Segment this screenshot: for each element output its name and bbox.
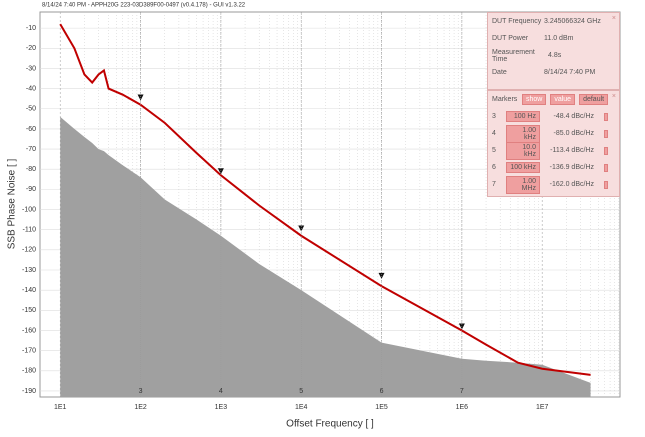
- y-tick-label: -110: [23, 227, 37, 234]
- info-value: 4.8s: [548, 52, 562, 59]
- markers-title: Markers: [492, 96, 518, 103]
- marker-triangle: [378, 272, 385, 279]
- noise-floor-area: [60, 116, 591, 397]
- markers-header: Markers show value default: [488, 91, 619, 108]
- y-tick-label: -190: [22, 388, 36, 395]
- x-tick-label: 1E6: [456, 404, 469, 411]
- x-tick-label: 1E4: [295, 404, 308, 411]
- x-axis-label: Offset Frequency [ ]: [286, 419, 374, 430]
- marker-value: -162.0 dBc/Hz: [549, 181, 594, 188]
- y-tick-label: -140: [22, 287, 36, 294]
- marker-row: 3 100 Hz -48.4 dBc/Hz: [488, 108, 619, 125]
- y-tick-label: -30: [26, 65, 36, 72]
- y-tick-label: -90: [26, 186, 36, 193]
- marker-value: -136.9 dBc/Hz: [549, 164, 594, 171]
- marker-frequency: 100 kHz: [506, 162, 540, 173]
- info-key: DUT Power: [492, 35, 529, 42]
- marker-value: -48.4 dBc/Hz: [553, 113, 594, 120]
- info-value: 3.245066324 GHz: [544, 18, 601, 25]
- marker-toggle: [604, 146, 608, 155]
- info-key: Measurement Time: [492, 48, 535, 63]
- marker-frequency: 100 Hz: [506, 111, 540, 122]
- y-tick-label: -130: [22, 267, 36, 274]
- marker-id: 3: [139, 388, 143, 395]
- y-tick-label: -60: [26, 126, 36, 133]
- info-row: DUT Power 11.0 dBm: [488, 30, 619, 47]
- y-tick-label: -50: [26, 106, 36, 113]
- marker-value: -85.0 dBc/Hz: [553, 130, 594, 137]
- marker-toggle: [604, 180, 608, 189]
- info-value: 8/14/24 7:40 PM: [544, 69, 596, 76]
- info-row: Measurement Time 4.8s: [488, 47, 619, 64]
- x-tick-label: 1E3: [215, 404, 228, 411]
- header-text: 8/14/24 7:40 PM - APPH20G 223-03D389F00-…: [42, 3, 246, 9]
- marker-toggle: [604, 129, 608, 138]
- marker-id: 4: [219, 388, 223, 395]
- marker-id: 4: [492, 130, 496, 137]
- marker-id: 5: [492, 147, 496, 154]
- y-tick-label: -160: [22, 327, 36, 334]
- marker-triangle: [217, 168, 224, 175]
- y-tick-label: -80: [26, 166, 36, 173]
- marker-id: 3: [492, 113, 496, 120]
- x-tick-label: 1E5: [375, 404, 388, 411]
- marker-triangle: [137, 94, 144, 101]
- close-icon[interactable]: ×: [611, 93, 616, 100]
- show-button[interactable]: show: [522, 94, 547, 105]
- info-key: Date: [492, 69, 507, 76]
- info-row: DUT Frequency 3.245066324 GHz: [488, 13, 619, 30]
- marker-frequency: 1.00 MHz: [506, 175, 540, 194]
- info-panel: × DUT Frequency 3.245066324 GHz DUT Power…: [487, 12, 620, 90]
- marker-frequency: 10.0 kHz: [506, 141, 540, 160]
- markers-panel: × Markers show value default 3 100 Hz -48.…: [487, 90, 620, 197]
- info-key: DUT Frequency: [492, 18, 542, 25]
- y-tick-label: -180: [22, 368, 36, 375]
- marker-row: 5 10.0 kHz -113.4 dBc/Hz: [488, 141, 619, 160]
- y-tick-label: -40: [26, 85, 36, 92]
- marker-row: 6 100 kHz -136.9 dBc/Hz: [488, 159, 619, 176]
- x-tick-label: 1E7: [536, 404, 549, 411]
- marker-row: 7 1.00 MHz -162.0 dBc/Hz: [488, 175, 619, 194]
- marker-id: 6: [492, 164, 496, 171]
- info-row: Date 8/14/24 7:40 PM: [488, 64, 619, 81]
- y-tick-label: -70: [26, 146, 36, 153]
- marker-id: 7: [492, 181, 496, 188]
- marker-toggle: [604, 112, 608, 121]
- default-button[interactable]: default: [579, 94, 609, 105]
- close-icon[interactable]: ×: [611, 15, 616, 22]
- y-tick-label: -170: [22, 347, 36, 354]
- y-tick-label: -10: [26, 25, 36, 32]
- marker-row: 4 1.00 kHz -85.0 dBc/Hz: [488, 124, 619, 143]
- marker-toggle: [604, 163, 608, 172]
- y-tick-label: -20: [26, 45, 36, 52]
- phase-noise-trace: [59, 23, 591, 376]
- marker-id: 7: [460, 388, 464, 395]
- marker-id: 5: [299, 388, 303, 395]
- marker-id: 6: [380, 388, 384, 395]
- y-tick-label: -100: [22, 206, 36, 213]
- value-button[interactable]: value: [550, 94, 576, 105]
- y-axis-label: SSB Phase Noise [ ]: [7, 158, 18, 249]
- y-tick-label: -150: [22, 307, 36, 314]
- marker-frequency: 1.00 kHz: [506, 124, 540, 143]
- marker-value: -113.4 dBc/Hz: [550, 147, 594, 154]
- info-value: 11.0 dBm: [544, 35, 574, 42]
- x-tick-label: 1E2: [134, 404, 147, 411]
- y-tick-label: -120: [22, 247, 36, 254]
- x-tick-label: 1E1: [54, 404, 67, 411]
